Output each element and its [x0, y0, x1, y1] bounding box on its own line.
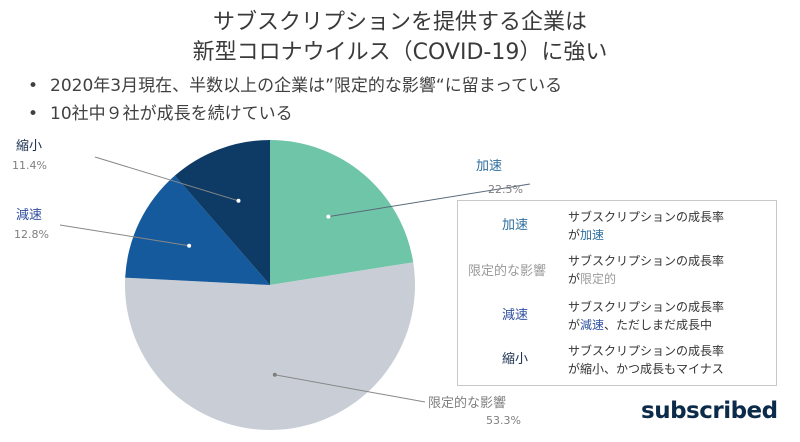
bullet-text: 10社中９社が成長を続けている — [50, 104, 293, 124]
legend-desc-highlight: 縮小 — [580, 362, 605, 376]
leader-decelerating — [59, 224, 190, 247]
legend-desc-line1: サブスクリプションの成長率 — [568, 300, 725, 314]
legend-desc-highlight: 加速 — [580, 228, 605, 242]
legend-desc-line1: サブスクリプションの成長率 — [568, 254, 725, 268]
legend-row-limited-impact: 限定的な影響 サブスクリプションの成長率 が限定的 — [458, 249, 776, 295]
bullet-text: 2020年3月現在、半数以上の企業は”限定的な影響“に留まっている — [50, 76, 563, 96]
pct-decelerating: 12.8% — [14, 228, 49, 241]
leader-dot — [272, 372, 277, 377]
slice-decelerating — [125, 175, 271, 285]
legend-key: 限定的な影響 — [468, 264, 547, 279]
bullet-dot: • — [28, 76, 39, 96]
bullet-item: • 2020年3月現在、半数以上の企業は”限定的な影響“に留まっている — [28, 72, 562, 100]
leader-dot — [326, 214, 331, 219]
legend-desc-line1: サブスクリプションの成長率 — [568, 210, 725, 224]
leader-dot — [236, 198, 241, 203]
legend-desc-pre: が — [568, 272, 581, 286]
legend-key: 減速 — [502, 308, 529, 323]
label-limited-impact: 限定的な影響 — [428, 396, 507, 411]
legend-desc-highlight: 限定的 — [580, 272, 617, 286]
pct-limited-impact: 53.3% — [486, 414, 521, 427]
label-decelerating: 減速 — [16, 208, 43, 223]
bullet-list: • 2020年3月現在、半数以上の企業は”限定的な影響“に留まっている • 10社中… — [28, 72, 562, 128]
legend-description: サブスクリプションの成長率 が限定的 — [568, 252, 768, 288]
legend-desc-pre: が — [568, 362, 581, 376]
legend-desc-line2: が限定的 — [568, 270, 768, 288]
title-line-2: 新型コロナウイルス（COVID-19）に強い — [192, 40, 608, 65]
leader-shrinking — [94, 156, 239, 202]
legend-desc-pre: が — [568, 318, 581, 332]
legend-desc-line2: が縮小、かつ成長もマイナス — [568, 360, 768, 378]
legend-desc-line2: が加速 — [568, 226, 768, 244]
slice-shrinking — [174, 140, 270, 285]
legend-desc-line1: サブスクリプションの成長率 — [568, 344, 725, 358]
title-line-1: サブスクリプションを提供する企業は — [212, 10, 587, 35]
legend-description: サブスクリプションの成長率 が減速、ただしまだ成長中 — [568, 298, 768, 334]
leader-accelerating — [328, 183, 531, 218]
legend-desc-highlight: 減速 — [580, 318, 605, 332]
legend-desc-line2: が減速、ただしまだ成長中 — [568, 316, 768, 334]
legend-description: サブスクリプションの成長率 が加速 — [568, 208, 768, 244]
slice-accelerating — [270, 140, 414, 285]
leader-dot — [187, 243, 192, 248]
legend-desc-pre: が — [568, 228, 581, 242]
leader-limited-impact — [274, 374, 426, 403]
legend-key: 加速 — [502, 218, 529, 233]
legend-row-decelerating: 減速 サブスクリプションの成長率 が減速、ただしまだ成長中 — [458, 295, 776, 341]
label-shrinking: 縮小 — [16, 139, 43, 154]
legend-box: 加速 サブスクリプションの成長率 が加速 限定的な影響 サブスクリプションの成長… — [457, 200, 777, 386]
legend-desc-post: 、かつ成長もマイナス — [604, 362, 724, 376]
legend-row-shrinking: 縮小 サブスクリプションの成長率 が縮小、かつ成長もマイナス — [458, 339, 776, 385]
bullet-item: • 10社中９社が成長を続けている — [28, 100, 562, 128]
legend-desc-post: 、ただしまだ成長中 — [604, 318, 713, 332]
label-accelerating: 加速 — [476, 159, 503, 174]
legend-row-accelerating: 加速 サブスクリプションの成長率 が加速 — [458, 205, 776, 251]
pct-shrinking: 11.4% — [12, 159, 47, 172]
legend-key: 縮小 — [502, 352, 529, 367]
pct-accelerating: 22.5% — [488, 183, 523, 196]
bullet-dot: • — [28, 104, 39, 124]
legend-description: サブスクリプションの成長率 が縮小、かつ成長もマイナス — [568, 342, 768, 378]
slice-limited-impact — [125, 262, 415, 430]
subscribed-logo: subscribed — [641, 398, 778, 424]
